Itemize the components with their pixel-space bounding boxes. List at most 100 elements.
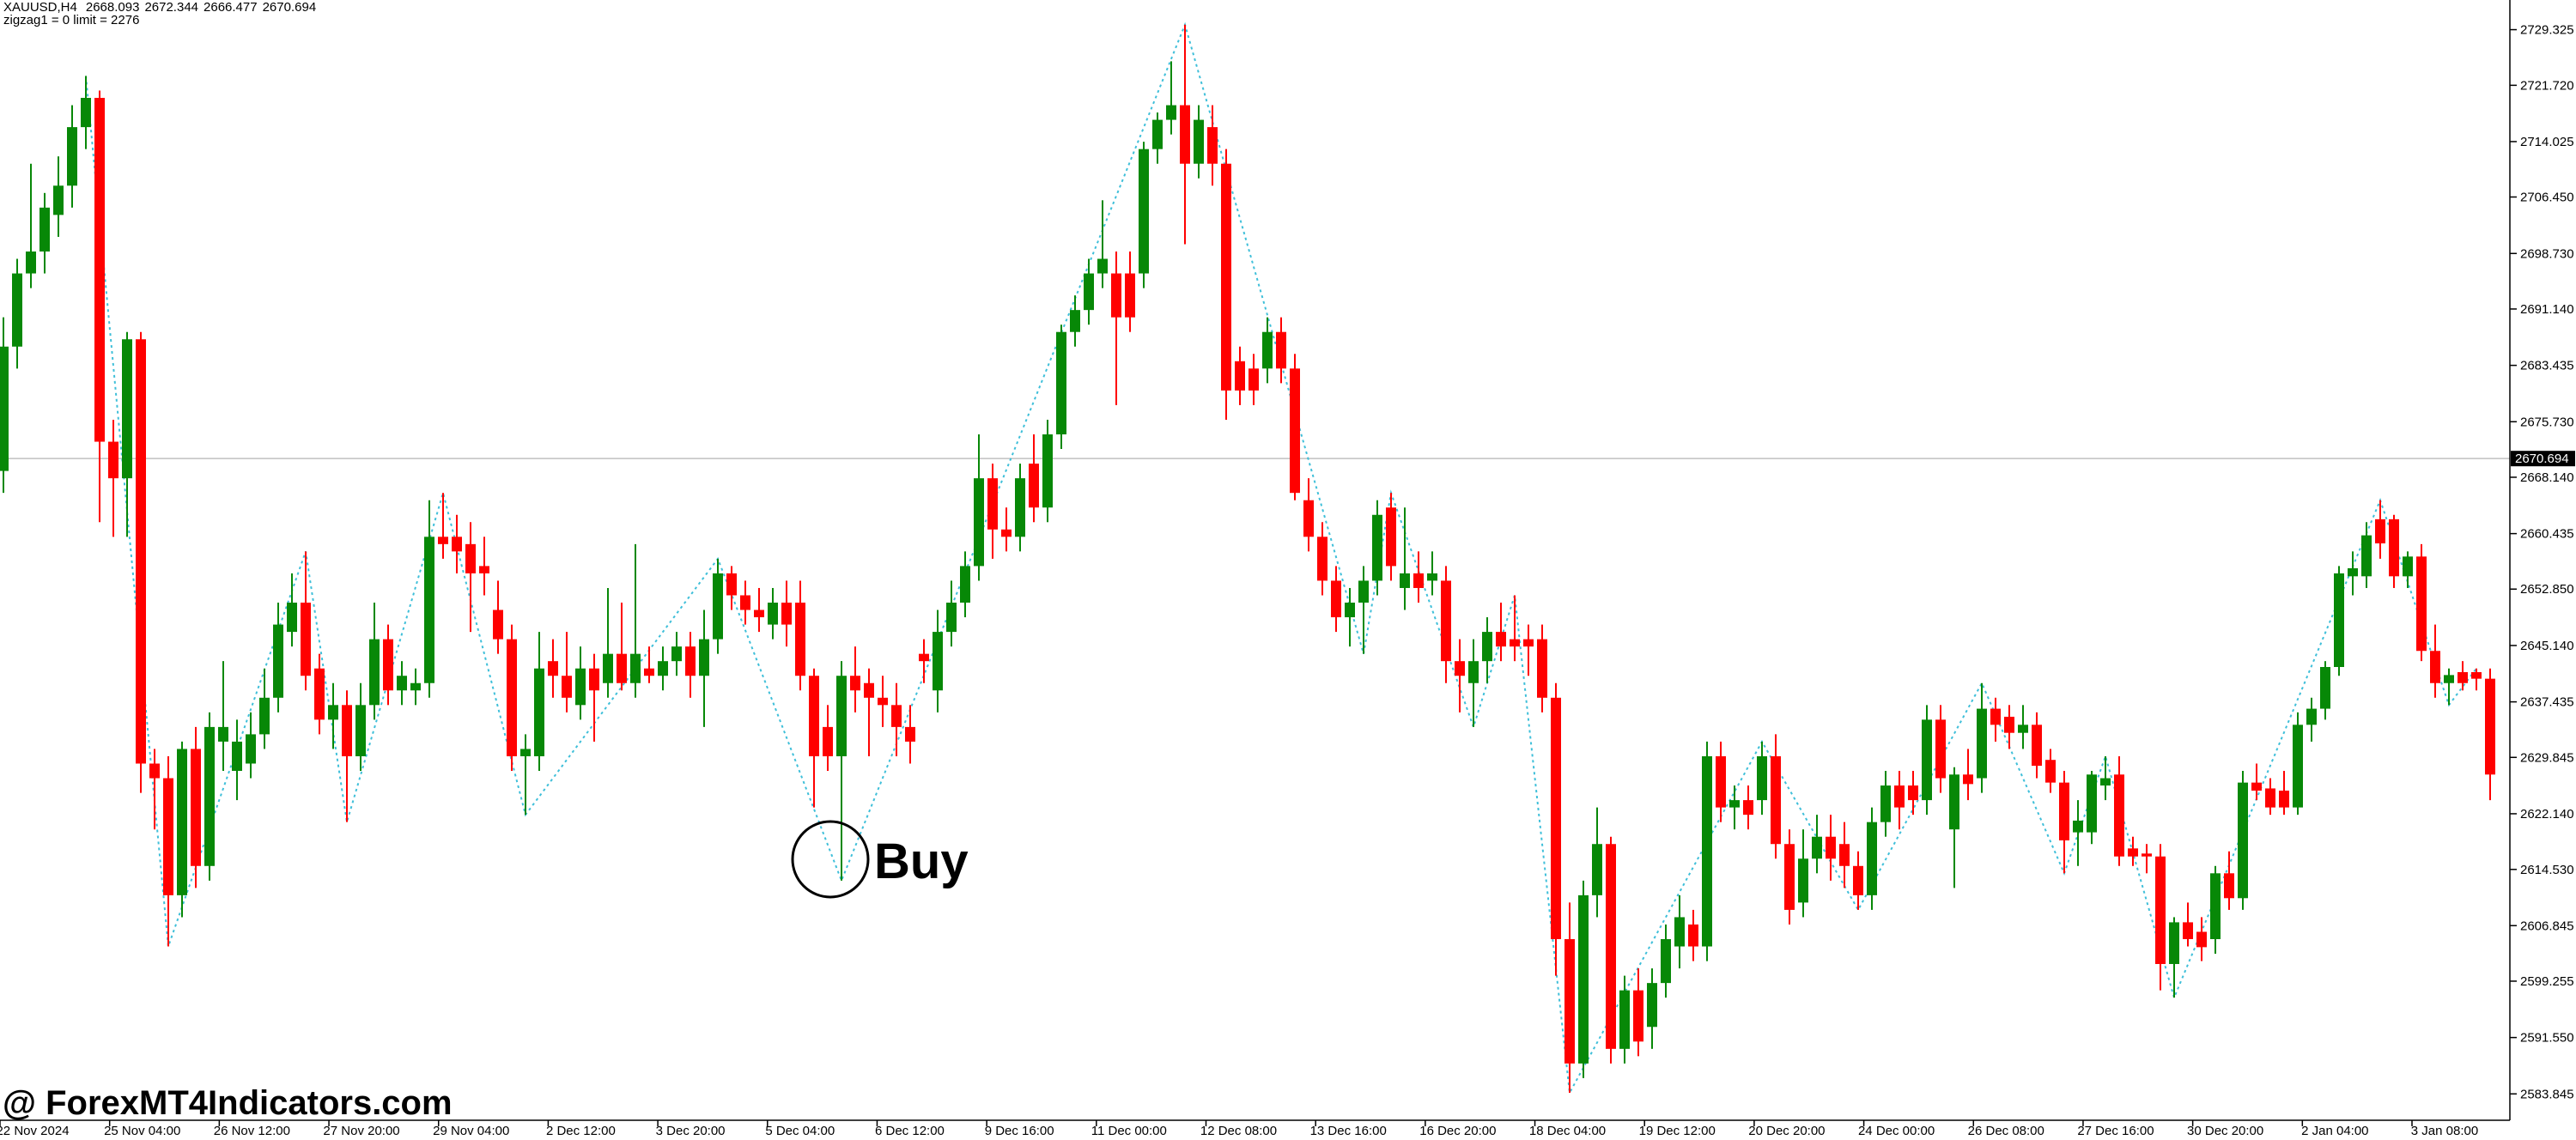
candle-body — [644, 668, 654, 676]
x-tick-label: 2 Dec 12:00 — [546, 1124, 616, 1138]
candle-body — [2196, 931, 2207, 948]
candle-body — [2265, 788, 2275, 808]
y-tick-label: 2691.140 — [2520, 302, 2574, 317]
y-tick-label: 2614.530 — [2520, 863, 2574, 877]
candle-body — [2471, 671, 2482, 679]
candle-body — [2032, 725, 2042, 767]
candle-body — [836, 676, 847, 756]
candle-body — [2485, 678, 2495, 775]
candle-body — [1303, 500, 1314, 537]
candle-body — [2169, 922, 2179, 964]
candle-body — [2334, 573, 2344, 668]
candle-body — [630, 653, 641, 683]
candle-body — [1743, 800, 1753, 816]
candle-body — [1922, 719, 1932, 801]
candle-body — [2114, 774, 2124, 857]
candle-body — [136, 339, 146, 764]
candle-body — [122, 339, 132, 479]
candle-body — [1084, 273, 1094, 311]
candle-body — [1413, 573, 1424, 588]
candle-body — [1633, 990, 1643, 1042]
candle-body — [1111, 273, 1121, 318]
x-tick-label: 9 Dec 16:00 — [985, 1124, 1054, 1138]
candle-body — [2073, 820, 2083, 833]
x-tick-label: 27 Dec 16:00 — [2077, 1124, 2154, 1138]
candle-body — [452, 537, 462, 552]
candle-body — [1221, 163, 1231, 391]
candle-body — [1290, 368, 1300, 494]
header-line: XAUUSD,H4 2668.093 2672.344 2666.477 2670.69… — [3, 0, 316, 15]
candle-body — [1963, 774, 1973, 785]
candle-body — [1853, 865, 1863, 895]
candle-body — [960, 566, 970, 603]
candle-body — [2142, 853, 2152, 857]
candle-body — [1826, 836, 1836, 859]
x-tick-label: 5 Dec 04:00 — [765, 1124, 835, 1138]
candle-body — [1812, 836, 1822, 859]
candle-body — [850, 676, 860, 691]
candle-body — [1867, 822, 1877, 895]
candle-body — [204, 726, 215, 866]
x-tick-label: 18 Dec 04:00 — [1529, 1124, 1606, 1138]
candle-body — [1688, 924, 1698, 947]
candle-body — [1674, 917, 1685, 947]
candle-body — [1139, 149, 1149, 274]
candle-body — [149, 763, 160, 779]
candle-body — [218, 726, 228, 742]
candle-body — [1729, 800, 1740, 808]
candle-body — [2238, 782, 2248, 899]
candle-body — [2045, 760, 2056, 783]
y-tick-label: 2729.325 — [2520, 23, 2574, 38]
candle-body — [232, 741, 242, 772]
candle-body — [1015, 478, 1025, 537]
candle-body — [479, 566, 489, 573]
candle-body — [878, 697, 888, 706]
candle-body — [2361, 535, 2372, 577]
candle-body — [2128, 848, 2138, 857]
candle-body — [1771, 755, 1781, 845]
x-tick-label: 27 Nov 20:00 — [323, 1124, 399, 1138]
candle-body — [2087, 774, 2097, 833]
candle-body — [2416, 556, 2427, 652]
candle-body — [0, 346, 9, 471]
candle-body — [1702, 755, 1712, 947]
candle-body — [1510, 639, 1520, 647]
candle-body — [273, 624, 283, 698]
candle-body — [1070, 310, 1080, 332]
candle-body — [410, 682, 421, 691]
x-tick-label: 22 Nov 2024 — [0, 1124, 70, 1138]
candle-body — [1194, 119, 1204, 164]
candle-body — [1468, 661, 1479, 683]
candle-body — [2059, 782, 2069, 840]
candle-body — [369, 639, 380, 706]
candle-body — [713, 573, 723, 640]
candle-body — [864, 682, 874, 698]
candle-body — [1661, 939, 1671, 984]
candle-body — [1276, 331, 1286, 369]
x-tick-label: 24 Dec 00:00 — [1858, 1124, 1935, 1138]
y-tick-label: 2660.435 — [2520, 527, 2574, 542]
candle-body — [1317, 537, 1327, 581]
candle-body — [2430, 651, 2440, 683]
current-price-box — [2511, 451, 2575, 467]
candle-body — [1056, 331, 1066, 435]
candle-body — [1935, 719, 1946, 779]
y-tick-label: 2698.730 — [2520, 246, 2574, 261]
candle-body — [617, 653, 627, 683]
candle-body — [2444, 675, 2454, 683]
candle-body — [740, 595, 750, 610]
candle-body — [589, 668, 599, 691]
candle-body — [658, 661, 668, 676]
candle-body — [1345, 603, 1355, 618]
y-tick-label: 2622.140 — [2520, 807, 2574, 822]
candle-body — [1496, 632, 1506, 647]
candle-body — [1427, 573, 1437, 581]
candle-body — [1029, 464, 1039, 508]
x-tick-label: 20 Dec 20:00 — [1748, 1124, 1825, 1138]
candle-body — [2403, 556, 2413, 577]
candle-body — [781, 603, 792, 625]
low: 2666.477 — [204, 0, 258, 15]
candle-body — [493, 609, 503, 640]
candle-body — [53, 185, 64, 215]
candle-body — [2100, 778, 2111, 786]
